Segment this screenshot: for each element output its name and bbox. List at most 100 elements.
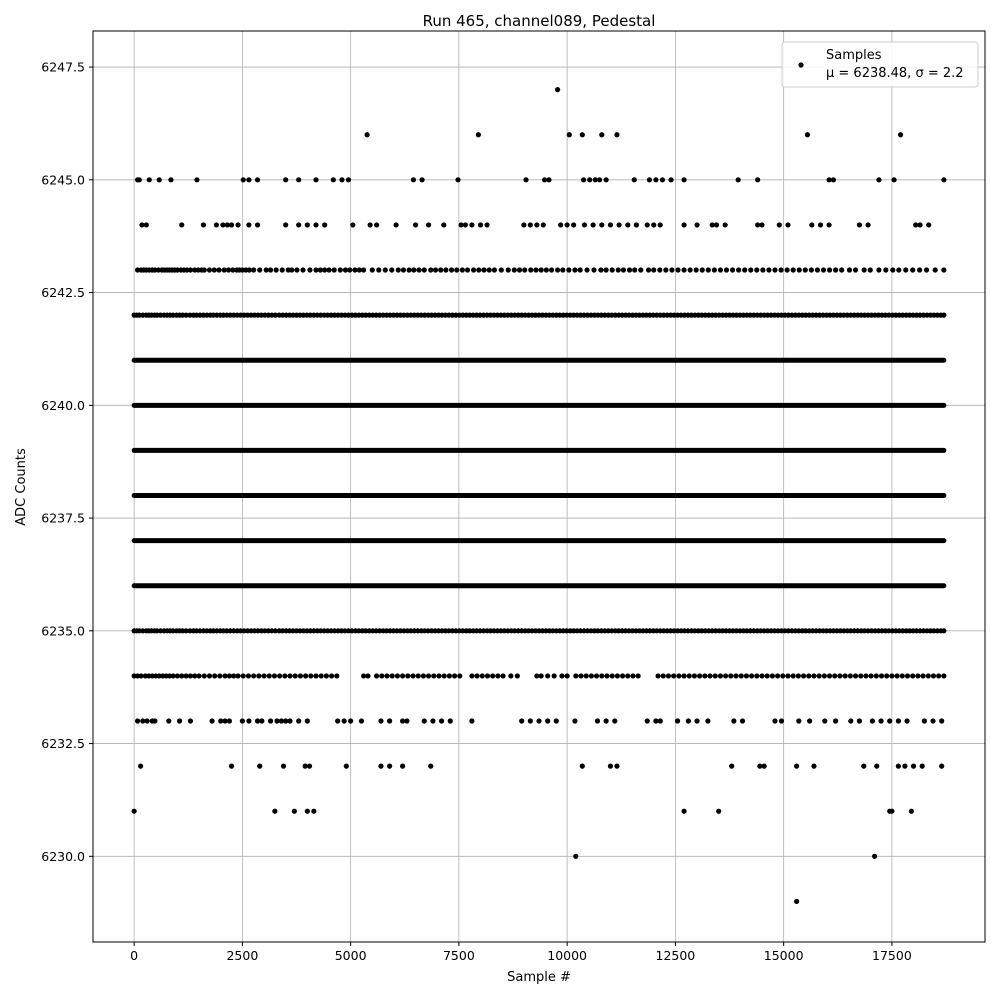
- data-point: [459, 267, 465, 273]
- data-point: [183, 673, 189, 679]
- data-point: [858, 673, 864, 679]
- data-point: [863, 673, 869, 679]
- data-point: [848, 718, 854, 724]
- x-axis-label: Sample #: [507, 970, 571, 985]
- data-point: [251, 673, 257, 679]
- data-point: [579, 132, 585, 138]
- x-tick-label: 15000: [764, 948, 804, 963]
- data-point: [739, 718, 746, 724]
- grid-lines: [93, 31, 985, 942]
- data-point: [891, 177, 897, 183]
- data-point: [246, 177, 252, 183]
- data-point: [538, 267, 544, 273]
- data-point: [222, 673, 228, 679]
- data-point: [389, 673, 395, 679]
- data-point: [342, 267, 349, 273]
- data-point: [884, 673, 890, 679]
- data-point: [693, 267, 699, 273]
- data-point: [856, 222, 863, 228]
- data-point: [393, 222, 399, 228]
- data-point: [443, 267, 449, 273]
- data-point: [619, 673, 626, 679]
- data-point: [527, 718, 533, 724]
- data-point: [183, 312, 189, 318]
- data-point: [867, 267, 873, 273]
- data-point: [764, 673, 770, 679]
- data-point: [865, 222, 871, 228]
- y-tick-label: 6232.5: [41, 736, 85, 751]
- data-point: [369, 267, 375, 273]
- data-point: [659, 177, 666, 183]
- data-point: [796, 718, 802, 724]
- x-tick-label: 17500: [872, 948, 912, 963]
- data-point: [317, 267, 323, 273]
- data-point: [932, 267, 938, 273]
- data-point: [878, 718, 884, 724]
- data-point: [313, 177, 319, 183]
- data-point: [486, 267, 492, 273]
- data-point: [646, 177, 653, 183]
- data-point: [876, 177, 882, 183]
- data-point: [581, 222, 588, 228]
- data-point: [681, 177, 687, 183]
- data-point: [616, 222, 622, 228]
- data-point: [304, 718, 310, 724]
- y-tick-label: 6242.5: [41, 285, 85, 300]
- data-point: [660, 673, 666, 679]
- data-point: [235, 673, 241, 679]
- data-point: [609, 267, 615, 273]
- data-point: [404, 718, 410, 724]
- data-point: [331, 267, 337, 273]
- data-point: [156, 177, 162, 183]
- data-point: [705, 718, 711, 724]
- data-point: [920, 673, 926, 679]
- data-point: [846, 267, 853, 273]
- data-point: [272, 808, 278, 814]
- data-point: [226, 673, 232, 679]
- legend-stats: μ = 6238.48, σ = 2.2: [826, 66, 964, 81]
- data-point: [681, 222, 687, 228]
- data-point: [212, 673, 218, 679]
- data-point: [296, 222, 302, 228]
- data-point: [313, 222, 319, 228]
- data-point: [895, 763, 901, 769]
- data-point: [939, 763, 945, 769]
- data-point: [729, 763, 735, 769]
- data-point: [209, 718, 215, 724]
- data-point: [367, 222, 373, 228]
- data-point: [343, 763, 349, 769]
- data-point: [287, 673, 293, 679]
- data-point: [663, 267, 669, 273]
- data-point: [573, 853, 579, 859]
- data-point: [283, 718, 289, 724]
- chart-title: Run 465, channel089, Pedestal: [423, 12, 656, 30]
- data-point: [138, 673, 144, 679]
- data-point: [263, 267, 269, 273]
- data-point: [307, 267, 313, 273]
- data-point: [224, 222, 230, 228]
- data-point: [511, 267, 517, 273]
- data-point: [551, 673, 557, 679]
- data-point: [358, 718, 365, 724]
- data-point: [665, 673, 672, 679]
- data-point: [687, 267, 693, 273]
- data-point: [809, 222, 815, 228]
- y-tick-label: 6240.0: [41, 398, 85, 413]
- data-point: [246, 267, 252, 273]
- data-point: [457, 673, 463, 679]
- data-point: [571, 222, 577, 228]
- data-point: [717, 673, 724, 679]
- data-point: [676, 673, 682, 679]
- data-point: [152, 718, 158, 724]
- data-point: [675, 267, 681, 273]
- data-point: [856, 718, 863, 724]
- data-point: [833, 267, 839, 273]
- data-point: [136, 177, 142, 183]
- data-point: [738, 673, 744, 679]
- data-point: [311, 808, 317, 814]
- data-point: [273, 267, 279, 273]
- data-point: [534, 222, 540, 228]
- data-point: [235, 222, 241, 228]
- data-point: [930, 673, 937, 679]
- data-point: [686, 673, 692, 679]
